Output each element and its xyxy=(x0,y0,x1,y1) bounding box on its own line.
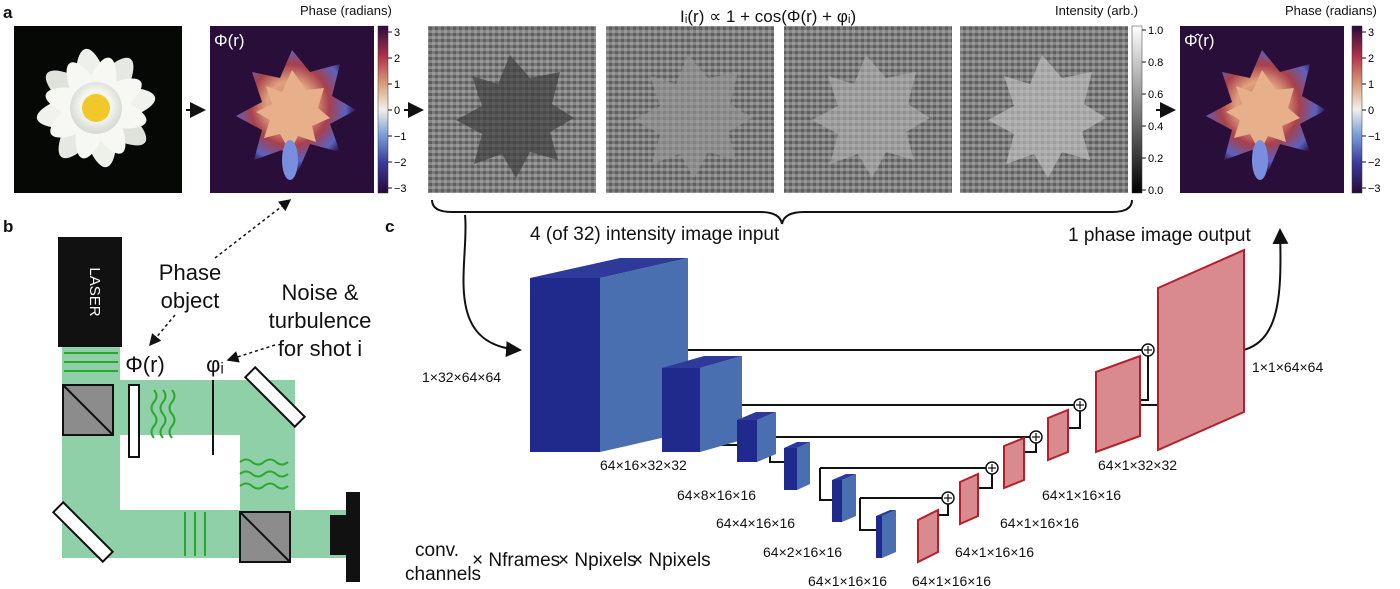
phase-tick-0: 3 xyxy=(394,27,400,39)
dimension-legend: conv. channels × Nframes × Npixels × Npi… xyxy=(405,540,711,585)
intensity-label: Intensity (arb.) xyxy=(1055,3,1138,18)
encoder-block-1 xyxy=(662,356,742,452)
laser-label: LASER xyxy=(86,267,103,316)
phase-tick-4: −1 xyxy=(394,131,407,143)
phase-image-output xyxy=(1180,26,1344,193)
output-phase-tick-1: 2 xyxy=(1368,53,1374,65)
decoder-block-3 xyxy=(1003,436,1025,490)
dim-u1: 64×1×16×16 xyxy=(912,573,991,589)
intensity-tick-5: 0.0 xyxy=(1148,185,1163,197)
dim-u4: 64×1×16×16 xyxy=(1042,487,1121,503)
encoder-block-5 xyxy=(876,510,896,558)
dim-d3: 64×4×16×16 xyxy=(716,515,795,531)
output-phase-colorbar xyxy=(1351,25,1363,194)
dim-u5: 64×1×32×32 xyxy=(1098,457,1177,473)
intensity-colorbar-ticks: 1.0 0.8 0.6 0.4 0.2 0.0 xyxy=(1142,25,1163,197)
phase-tick-1: 2 xyxy=(394,53,400,65)
input-flow-arrow xyxy=(462,214,522,358)
flower-image xyxy=(14,26,182,193)
intensity-tick-4: 0.2 xyxy=(1148,153,1163,165)
phase-tick-6: −3 xyxy=(394,183,407,195)
dim-u3: 64×1×16×16 xyxy=(1000,515,1079,531)
decoder-block-1 xyxy=(917,508,939,564)
dim-d5: 64×1×16×16 xyxy=(808,573,887,589)
legend-pixels-1: × Npixels xyxy=(558,550,637,571)
output-phase-symbol: Φ̂(r) xyxy=(1184,31,1215,50)
dim-u2: 64×1×16×16 xyxy=(955,544,1034,560)
decoder-block-2 xyxy=(959,472,979,526)
intensity-image-1 xyxy=(428,26,596,193)
input-label: 4 (of 32) intensity image input xyxy=(530,224,780,245)
panel-label-c: c xyxy=(385,217,394,236)
encoder-block-3 xyxy=(784,442,810,490)
intensity-tick-3: 0.4 xyxy=(1148,121,1163,133)
dim-output: 1×1×64×64 xyxy=(1252,359,1323,375)
panel-label-a: a xyxy=(3,3,13,22)
intensity-brace xyxy=(431,199,1133,225)
phase-label: Phase (radians) xyxy=(300,3,392,18)
intensity-image-2 xyxy=(606,26,774,193)
equation: Iᵢ(r) ∝ 1 + cos(Φ(r) + φᵢ) xyxy=(680,7,856,26)
panel-label-b: b xyxy=(3,217,13,236)
intensity-tick-2: 0.6 xyxy=(1148,89,1163,101)
phase-image-input xyxy=(210,26,374,193)
intensity-image-3 xyxy=(784,26,952,193)
legend-pixels-2: × Npixels xyxy=(632,550,711,571)
dim-d4: 64×2×16×16 xyxy=(763,544,842,560)
intensity-tick-1: 0.8 xyxy=(1148,57,1163,69)
output-phase-colorbar-ticks: 3 2 1 0 −1 −2 −3 xyxy=(1362,27,1381,195)
phi-r-label: Φ(r) xyxy=(125,352,165,377)
dim-d2: 64×8×16×16 xyxy=(677,487,756,503)
phi-i-label: φᵢ xyxy=(206,352,224,377)
output-phase-tick-4: −1 xyxy=(1368,131,1381,143)
phase-tick-2: 1 xyxy=(394,79,400,91)
decoder-block-4 xyxy=(1047,408,1069,462)
output-label: 1 phase image output xyxy=(1068,225,1251,246)
legend-channels: channels xyxy=(405,564,481,585)
phase-symbol: Φ(r) xyxy=(214,31,245,50)
legend-conv: conv. xyxy=(415,540,459,561)
output-phase-tick-6: −3 xyxy=(1368,183,1381,195)
phase-colorbar xyxy=(377,25,389,194)
output-phase-tick-5: −2 xyxy=(1368,157,1381,169)
phase-tick-3: 0 xyxy=(394,105,400,117)
output-phase-tick-2: 1 xyxy=(1368,79,1374,91)
phase-object-label-2: object xyxy=(161,288,220,313)
output-phase-tick-0: 3 xyxy=(1368,27,1374,39)
encoder-block-4 xyxy=(832,474,856,522)
noise-label-2: turbulence xyxy=(269,308,372,333)
decoder-block-5 xyxy=(1095,354,1141,454)
output-flow-arrow xyxy=(1229,228,1289,353)
output-phase-tick-3: 0 xyxy=(1368,105,1374,117)
output-phase-label: Phase (radians) xyxy=(1285,3,1377,18)
optical-setup: LASER xyxy=(51,237,360,582)
encoder-block-2 xyxy=(737,412,776,462)
legend-frames: × Nframes xyxy=(472,550,560,571)
decoder-block-output xyxy=(1157,248,1245,452)
phase-object-label-1: Phase xyxy=(159,260,221,285)
noise-label-1: Noise & xyxy=(281,280,358,305)
intensity-colorbar xyxy=(1131,25,1143,194)
phase-tick-5: −2 xyxy=(394,157,407,169)
phase-colorbar-ticks: 3 2 1 0 −1 −2 −3 xyxy=(388,27,407,195)
dim-input: 1×32×64×64 xyxy=(422,369,501,385)
intensity-image-4 xyxy=(960,26,1128,193)
dim-d1: 64×16×32×32 xyxy=(600,457,687,473)
intensity-tick-0: 1.0 xyxy=(1148,25,1163,37)
noise-label-3: for shot i xyxy=(278,336,362,361)
